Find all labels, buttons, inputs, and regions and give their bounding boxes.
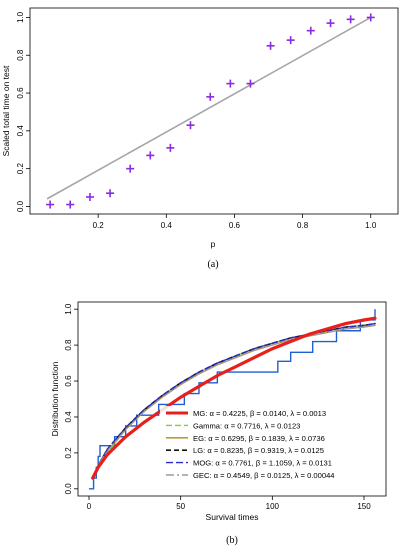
fitted-curve-mg — [91, 316, 377, 480]
x-tick-label-a: 0.2 — [93, 221, 105, 230]
data-point — [346, 15, 355, 24]
data-point — [66, 200, 75, 209]
reference-diagonal-line — [46, 16, 372, 200]
x-tick-label-b: 150 — [357, 502, 371, 511]
plot-frame-b — [77, 301, 387, 497]
x-axis-label-b: Survival times — [206, 512, 259, 522]
data-point — [166, 143, 175, 152]
y-tick-label-b: 0.2 — [64, 447, 73, 459]
x-tick-label-b: 50 — [176, 502, 185, 511]
y-tick-label-b: 0.6 — [64, 375, 73, 387]
y-tick-label-a: 0.2 — [16, 163, 25, 175]
panel-b-distribution-plot: 0 50 100 150 0.0 0.2 0.4 0.6 0.8 1.0 MG: α = 0.42… — [50, 301, 387, 546]
x-axis-label-a: p — [211, 239, 216, 249]
panel-a-ttt-plot: 0.2 0.4 0.6 0.8 1.0 0.0 0.2 0.4 0.6 0.8 1.0 p Scal… — [1, 7, 399, 270]
y-axis-label-b: Distribution function — [50, 361, 60, 436]
data-point — [226, 79, 235, 88]
data-point — [106, 189, 115, 198]
data-point — [286, 36, 295, 45]
legend-entry: GEC: α = 0.4549, β = 0.0125, λ = 0.00044 — [193, 471, 335, 480]
y-tick-label-a: 0.0 — [16, 200, 25, 212]
data-point — [46, 200, 55, 209]
legend-entry: Gamma: α = 0.7716, λ = 0.0123 — [193, 421, 300, 430]
axis-ticks-a: 0.2 0.4 0.6 0.8 1.0 0.0 0.2 0.4 0.6 0.8 1.0 — [16, 11, 377, 230]
empirical-cdf-steps — [89, 309, 376, 490]
panel-label-b: (b) — [226, 535, 238, 546]
data-point — [85, 192, 94, 201]
fitted-curve-gec — [91, 324, 376, 479]
y-tick-label-a: 0.6 — [16, 87, 25, 99]
y-tick-label-a: 0.4 — [16, 125, 25, 137]
data-points-a — [46, 13, 375, 209]
plot-frame-a — [29, 7, 399, 215]
legend-b: MG: α = 0.4225, β = 0.0140, λ = 0.0013 Ga… — [160, 406, 382, 488]
x-tick-label-a: 0.4 — [161, 221, 173, 230]
y-axis-label-a: Scaled total time on test — [1, 65, 11, 156]
legend-entry: MG: α = 0.4225, β = 0.0140, λ = 0.0013 — [193, 409, 326, 418]
data-point — [246, 79, 255, 88]
y-tick-label-a: 0.8 — [16, 49, 25, 61]
x-tick-label-b: 100 — [266, 502, 280, 511]
x-tick-label-a: 0.6 — [229, 221, 241, 230]
data-point — [126, 164, 135, 173]
y-tick-label-b: 0.8 — [64, 339, 73, 351]
y-tick-label-b: 0.4 — [64, 411, 73, 423]
x-tick-label-a: 1.0 — [365, 221, 377, 230]
legend-entry: LG: α = 0.8235, β = 0.9319, λ = 0.0125 — [193, 446, 324, 455]
fitted-curves-b — [89, 309, 377, 490]
legend-box — [160, 406, 382, 488]
fitted-curve-mog — [92, 322, 376, 479]
panel-label-a: (a) — [207, 259, 218, 270]
axis-ticks-b: 0 50 100 150 0.0 0.2 0.4 0.6 0.8 1.0 — [64, 303, 371, 511]
data-point — [266, 41, 275, 50]
y-tick-label-b: 1.0 — [64, 303, 73, 315]
data-point — [206, 92, 215, 101]
data-point — [146, 151, 155, 160]
legend-entry: MOG: α = 0.7761, β = 1.1059, λ = 0.0131 — [193, 459, 332, 468]
legend-entry: EG: α = 0.6295, β = 0.1839, λ = 0.0736 — [193, 434, 325, 443]
data-point — [306, 26, 315, 35]
y-tick-label-a: 1.0 — [16, 11, 25, 23]
y-tick-label-b: 0.0 — [64, 483, 73, 495]
x-tick-label-b: 0 — [87, 502, 92, 511]
data-point — [326, 19, 335, 28]
data-point — [366, 13, 375, 22]
x-tick-label-a: 0.8 — [297, 221, 309, 230]
data-point — [186, 121, 195, 130]
